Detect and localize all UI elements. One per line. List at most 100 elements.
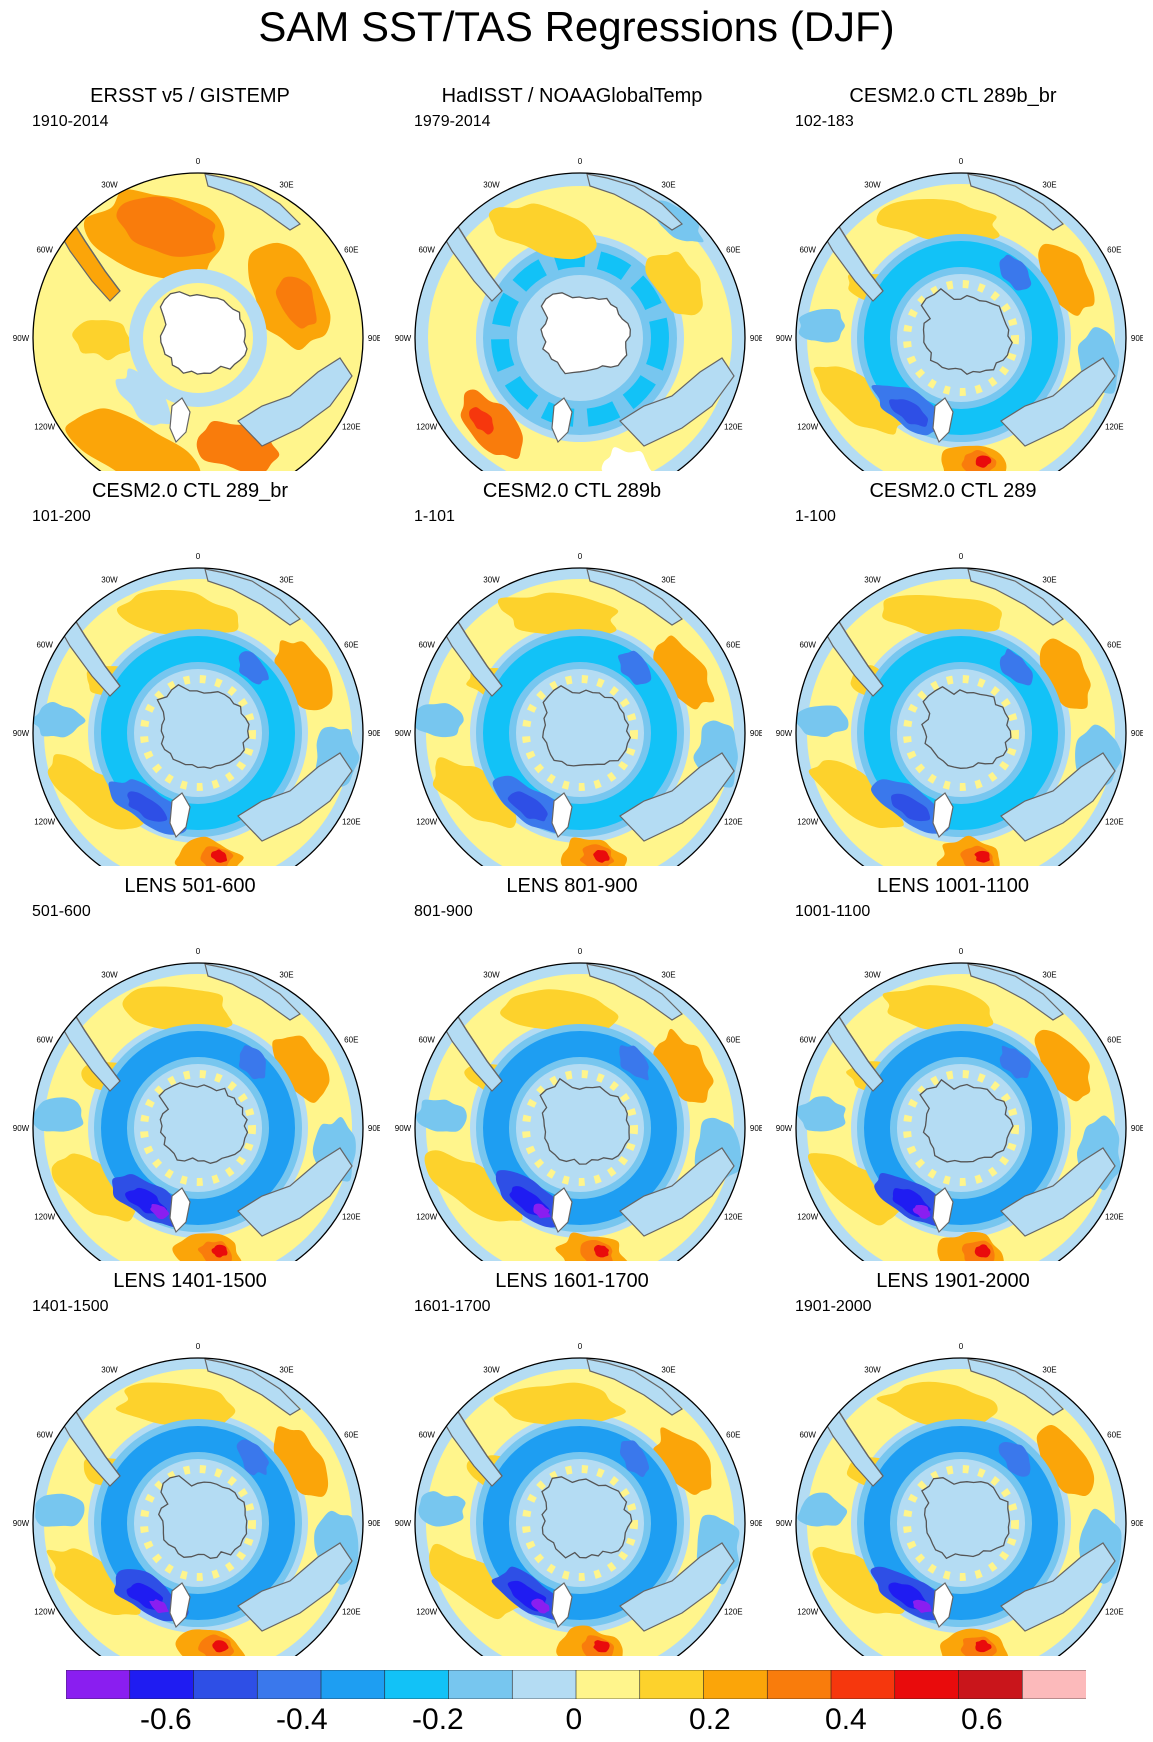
warm-anomaly [65,408,201,471]
longitude-label: 90W [776,334,793,343]
panel-years-label: 102-183 [795,113,854,130]
australia-landmass [619,1542,735,1632]
antarctica-landmass [157,1475,248,1559]
colorbar-swatch [448,1670,514,1699]
warm-anomaly [212,1640,229,1653]
longitude-label: 60E [1107,1036,1121,1045]
cool-anomaly [533,1203,551,1219]
cool-ring [864,241,1058,435]
longitude-label: 90W [13,1124,30,1133]
cool-anomaly [999,1045,1031,1079]
map-panel: 030E60E90E120E150E180150W120W90W60W30WLE… [763,866,1143,1261]
longitude-label: 90E [1131,1124,1143,1133]
longitude-label: 30E [279,181,293,190]
cool-anomaly [418,1491,466,1527]
map-border [795,1357,1127,1656]
longitude-label: 60W [36,641,53,650]
panel-title: LENS 1001-1100 [877,875,1029,897]
map-panel: 030E60E90E120E150E180150W120W90W60W30WCE… [763,76,1143,471]
longitude-label: 30E [1042,1366,1056,1375]
longitude-label: 30E [1042,576,1056,585]
polar-map: 030E60E90E120E150E180150W120W90W60W30W [13,552,380,866]
warm-anomaly [808,760,904,828]
colorbar-swatch [575,1670,641,1699]
longitude-label: 120E [724,1608,743,1617]
panel-title: LENS 801-900 [506,875,638,897]
longitude-label: 90E [1131,334,1143,343]
longitude-label: 120W [34,818,55,827]
longitude-label: 90W [395,1519,412,1528]
longitude-label: 90E [1131,729,1143,738]
longitude-label: 120E [1105,423,1124,432]
cool-anomaly [619,1440,650,1478]
warm-coastal-ring [903,1070,1019,1186]
warm-anomaly [273,1426,329,1497]
longitude-label: 60W [418,246,435,255]
longitude-label: 60W [799,641,816,650]
longitude-label: 0 [578,947,583,956]
cool-anomaly [998,1441,1031,1477]
antarctica-landmass [542,685,632,767]
new-zealand-landmass [551,1582,573,1629]
warm-coastal-ring [140,1465,256,1581]
contour-field [415,568,745,866]
contour-field [415,173,745,471]
warm-anomaly [46,1548,141,1616]
cool-anomaly [796,1096,846,1132]
new-zealand-landmass [932,1582,954,1629]
longitude-label: 30W [101,1366,118,1375]
colorbar-swatch [511,1670,577,1699]
warm-anomaly [653,1427,712,1495]
longitude-label: 60W [799,1036,816,1045]
longitude-label: 90E [750,334,762,343]
cool-anomaly [236,1439,269,1476]
colorbar-swatches [66,1670,1086,1699]
longitude-label: 90E [368,334,380,343]
longitude-label: 120E [1105,818,1124,827]
warm-anomaly [974,1244,991,1258]
longitude-label: 0 [196,947,201,956]
longitude-label: 30E [1042,971,1056,980]
polar-map: 030E60E90E120E150E180150W120W90W60W30W [395,947,762,1261]
colorbar-swatch [894,1670,960,1699]
cool-ring [491,249,669,427]
longitude-label: 60W [418,1036,435,1045]
colorbar-swatch [830,1670,896,1699]
longitude-label: 120E [1105,1213,1124,1222]
map-border [795,962,1127,1261]
warm-coastal-ring [140,675,256,791]
panel-years-label: 1910-2014 [32,113,109,130]
polar-map: 030E60E90E120E150E180150W120W90W60W30W [13,1342,380,1656]
map-panel: 030E60E90E120E150E180150W120W90W60W30WCE… [0,471,380,866]
longitude-label: 90W [395,334,412,343]
warm-anomaly [51,1153,136,1222]
africa-landmass [204,568,301,626]
panel-years-label: 1001-1100 [795,903,871,920]
africa-landmass [586,1358,683,1416]
warm-anomaly [122,986,233,1031]
longitude-label: 0 [578,157,583,166]
polar-map: 030E60E90E120E150E180150W120W90W60W30W [776,1342,1143,1656]
warm-anomaly [876,1381,998,1431]
longitude-label: 30W [483,1366,500,1375]
cool-anomaly [999,254,1032,291]
longitude-label: 120W [34,423,55,432]
australia-landmass [237,357,353,447]
cool-anomaly [415,703,464,738]
cool-anomaly [33,701,86,738]
contour-field [33,173,363,471]
africa-landmass [204,173,301,231]
cool-ring [483,1426,677,1620]
contour-field [796,568,1126,866]
longitude-label: 120W [34,1608,55,1617]
antarctica-landmass [920,288,1013,375]
africa-landmass [967,173,1064,231]
panel-years-label: 1979-2014 [414,113,491,130]
warm-anomaly [424,1150,523,1222]
colorbar-swatch [766,1670,832,1699]
warm-anomaly [275,276,317,329]
africa-landmass [967,1358,1064,1416]
longitude-label: 30W [483,576,500,585]
map-panel: 030E60E90E120E150E180150W120W90W60W30WER… [0,76,380,471]
map-panel: 030E60E90E120E150E180150W120W90W60W30WHa… [382,76,762,471]
